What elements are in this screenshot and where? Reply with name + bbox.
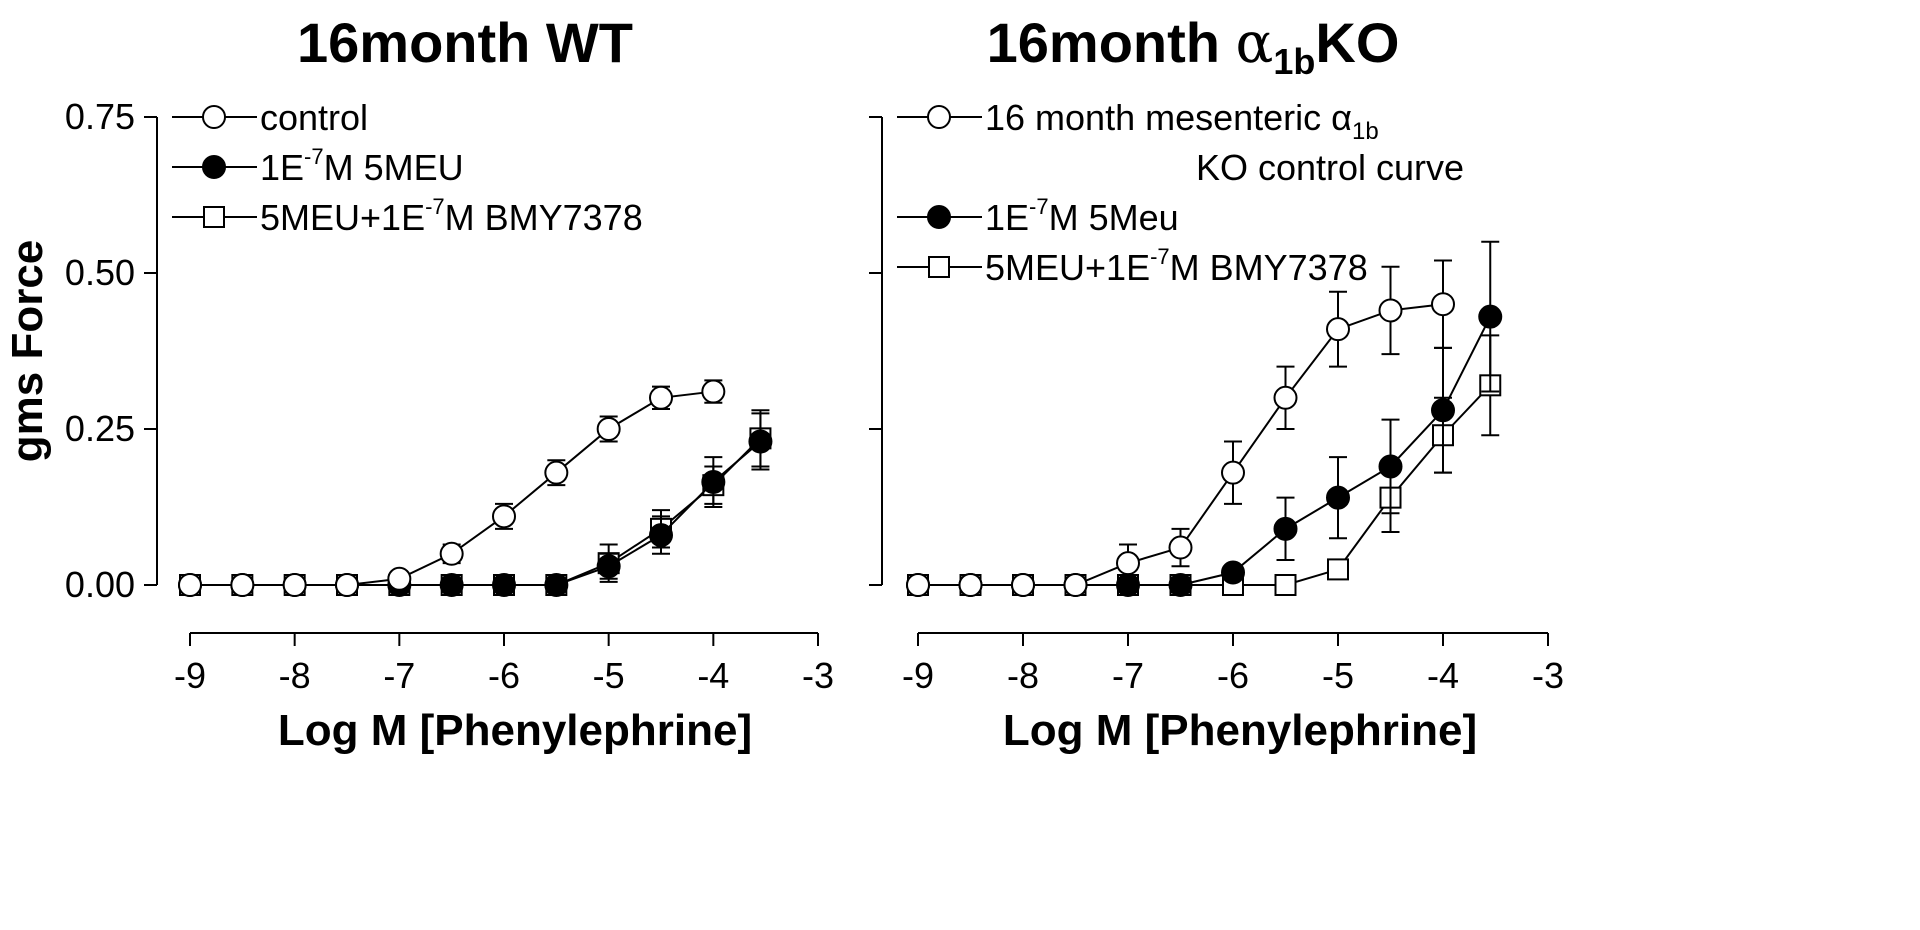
data-point xyxy=(544,573,569,597)
data-point xyxy=(596,417,621,441)
legend-marker xyxy=(928,256,950,278)
legend-marker xyxy=(203,206,225,228)
x-tick-label: -7 xyxy=(1112,655,1144,696)
data-point xyxy=(335,573,359,597)
legend-entry: 1E-7M 5Meu xyxy=(985,194,1179,238)
series-1 xyxy=(178,412,773,597)
data-point xyxy=(906,573,930,597)
y-tick-label: 0.25 xyxy=(65,408,135,449)
x-tick-label: -3 xyxy=(802,655,834,696)
legend: control 1E-7M 5MEU 5MEU+1E-7M BMY7378 xyxy=(172,97,643,238)
x-axis-label: Log M [Phenylephrine] xyxy=(278,706,752,755)
x-tick-label: -3 xyxy=(1532,655,1564,696)
series-line xyxy=(918,316,1492,586)
x-tick-label: -6 xyxy=(1217,655,1249,696)
x-axis-label: Log M [Phenylephrine] xyxy=(1003,706,1477,755)
data-point xyxy=(1478,304,1503,329)
data-point xyxy=(701,379,726,404)
data-point xyxy=(544,460,569,485)
x-tick-label: -5 xyxy=(1322,655,1354,696)
legend-entry: control xyxy=(260,97,368,138)
data-point xyxy=(1221,560,1245,585)
data-point xyxy=(1326,485,1350,510)
data-point xyxy=(230,573,255,597)
data-point xyxy=(596,554,621,579)
data-point xyxy=(1221,460,1245,485)
data-point xyxy=(492,504,516,529)
legend-marker xyxy=(202,105,226,129)
data-point xyxy=(387,566,412,591)
chart-title: 16month α1bKO xyxy=(987,11,1400,82)
series-1 xyxy=(906,240,1503,597)
series-2 xyxy=(179,409,772,596)
x-tick-label: -8 xyxy=(1007,655,1039,696)
y-tick-label: 0.75 xyxy=(65,96,135,137)
legend-entry-continued: KO control curve xyxy=(1196,147,1464,188)
legend-marker xyxy=(202,155,226,179)
series-line xyxy=(190,437,762,586)
legend-entry: 16 month mesenteric α1b xyxy=(985,97,1379,145)
data-point xyxy=(1011,573,1035,597)
chart-title: 16month WT xyxy=(297,11,633,74)
data-point xyxy=(1326,317,1350,342)
data-point xyxy=(1273,385,1298,410)
data-point xyxy=(1327,558,1349,581)
x-tick-label: -5 xyxy=(593,655,625,696)
x-tick-label: -9 xyxy=(902,655,934,696)
panel-ko: 16month α1bKO -9 -8 -7 -6 -5 -4 -3 Log M [Phenyl… xyxy=(869,11,1564,755)
data-point xyxy=(178,573,202,597)
data-point xyxy=(701,470,726,495)
series-line xyxy=(918,384,1491,586)
x-tick-label: -4 xyxy=(697,655,729,696)
data-point xyxy=(492,573,516,597)
data-point xyxy=(649,385,673,410)
series-2 xyxy=(907,334,1502,596)
data-point xyxy=(748,429,773,454)
data-point xyxy=(1378,454,1403,479)
data-point xyxy=(1431,292,1455,317)
y-axis-label: gms Force xyxy=(3,240,52,463)
series-0 xyxy=(178,379,726,597)
x-tick-label: -8 xyxy=(279,655,311,696)
legend-entry: 5MEU+1E-7M BMY7378 xyxy=(260,194,643,238)
data-point xyxy=(1378,298,1403,323)
x-tick-label: -4 xyxy=(1427,655,1459,696)
series-0 xyxy=(906,259,1455,597)
data-point xyxy=(1116,551,1140,576)
legend-entry: 5MEU+1E-7M BMY7378 xyxy=(985,244,1368,288)
x-tick-label: -7 xyxy=(383,655,415,696)
data-point xyxy=(439,541,464,566)
x-tick-label: -6 xyxy=(488,655,520,696)
y-tick-label: 0.50 xyxy=(65,252,135,293)
data-point xyxy=(649,523,673,548)
legend-marker xyxy=(927,205,951,229)
data-point xyxy=(1273,516,1298,541)
data-point xyxy=(1168,535,1193,560)
data-point xyxy=(958,573,983,597)
data-point xyxy=(282,573,307,597)
data-point xyxy=(439,573,464,597)
legend-entry: 1E-7M 5MEU xyxy=(260,144,464,188)
legend: 16 month mesenteric α1bKO control curve 1… xyxy=(897,97,1464,288)
data-point xyxy=(1431,398,1455,423)
data-point xyxy=(1168,573,1193,597)
data-point xyxy=(1063,573,1088,597)
y-tick-label: 0.00 xyxy=(65,564,135,605)
panel-wt: 16month WT 0.00 0.25 0.50 0.75 gms Force -9 -8 -… xyxy=(3,11,834,755)
legend-marker xyxy=(927,105,951,129)
x-tick-label: -9 xyxy=(174,655,206,696)
series-line xyxy=(190,440,762,586)
data-point xyxy=(1274,574,1297,596)
